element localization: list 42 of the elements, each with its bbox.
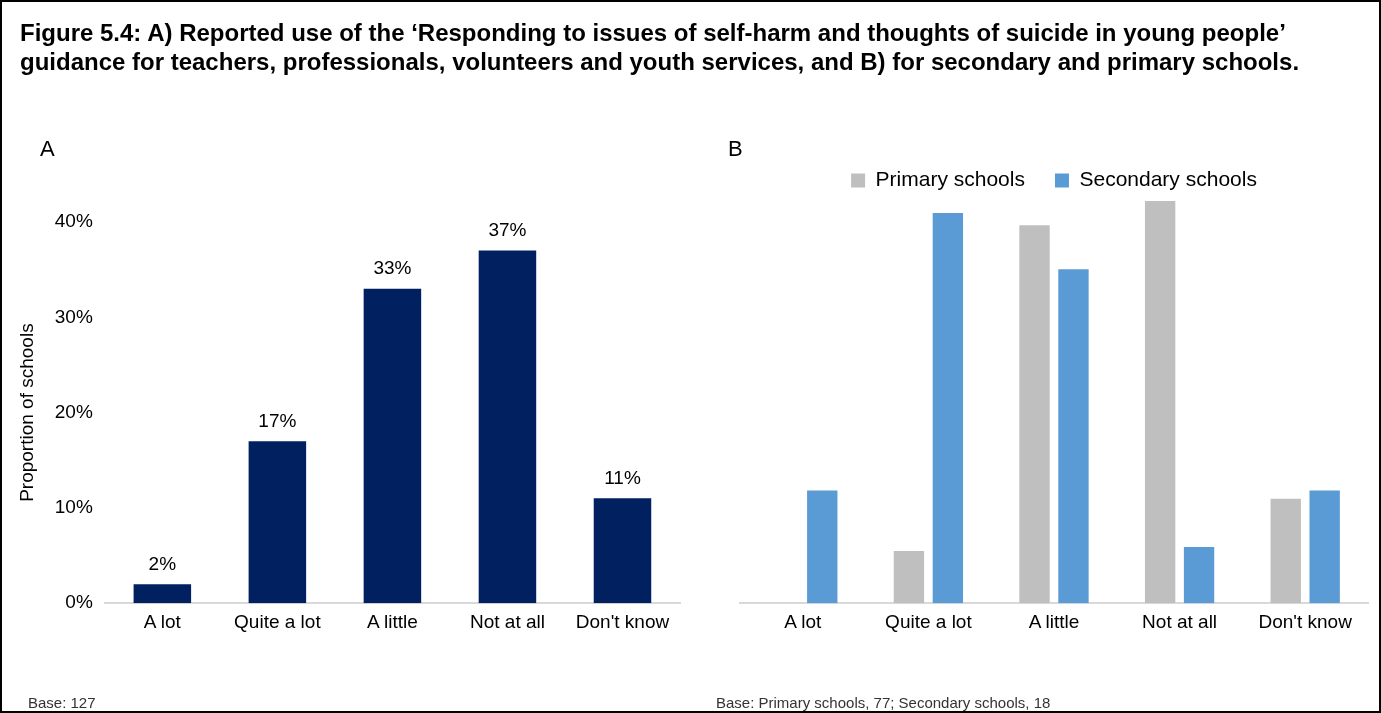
y-axis-title: Proportion of schools [15,323,37,502]
y-tick-label: 40% [54,210,93,232]
y-tick-label: 30% [54,305,93,327]
data-label: 11% [604,467,641,489]
bar [1058,269,1089,604]
bar [478,250,537,604]
legend-label: Primary schools [875,167,1025,191]
bar [1144,201,1176,604]
bar [593,498,652,604]
bar [1309,490,1340,604]
x-tick-label: Don't know [575,610,670,632]
bar [1019,225,1050,604]
x-tick-label: A lot [784,610,822,632]
x-tick-label: Quite a lot [234,610,322,632]
y-tick-label: 20% [54,400,93,422]
x-tick-label: Don't know [1258,610,1353,632]
x-tick-label: Quite a lot [885,610,973,632]
bar [133,584,192,604]
x-tick-label: A little [367,610,418,632]
x-tick-label: A lot [143,610,182,632]
x-tick-label: Not at all [469,610,545,632]
bar [248,441,307,604]
data-label: 2% [148,552,177,574]
data-label: 33% [373,257,412,279]
bar [807,490,838,604]
text: Base: 127 [28,694,96,711]
x-tick-label: Not at all [1142,610,1218,632]
text: Base: Primary schools, 77; Secondary schools, 18 [716,694,1051,711]
legend-label: Secondary schools [1079,167,1257,191]
chart-subtitle: B [728,136,743,162]
x-tick-label: A little [1028,610,1080,632]
bar [1183,546,1215,604]
chart-title: Figure 5.4: A) Reported use of the ‘Responding to issues of self-harm and thoughts of suicide in young people’ guidance for teachers, professionals, volunteers and youth services, and B) for secondary and primary schools. [20,18,1301,76]
bar [363,288,422,604]
bar [893,550,925,604]
bar [932,213,964,604]
data-label: 17% [258,409,297,431]
y-tick-label: 10% [54,496,93,518]
data-label: 37% [488,219,527,241]
y-tick-label: 0% [65,591,93,613]
chart-subtitle: A [40,136,55,162]
bar [1270,498,1301,604]
